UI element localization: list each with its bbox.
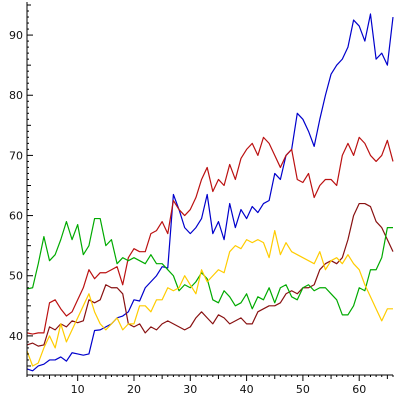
series-line-2 [26,136,394,335]
series-line-4 [26,217,393,316]
x-tick-label: 50 [296,383,310,396]
y-tick-label: 70 [9,149,23,162]
y-tick-label: 80 [9,89,23,102]
y-tick-label: 60 [9,210,23,223]
y-tick-label: 50 [9,270,23,283]
series-line-3 [26,202,394,347]
x-tick-label: 30 [183,383,197,396]
series-line-5 [26,230,393,367]
axis-layer [26,2,393,376]
series-line-1 [26,13,394,372]
x-axis-ticks: 10 20 30 40 50 60 [26,375,394,396]
y-tick-label: 90 [9,29,23,42]
y-axis-ticks: 40 50 60 70 80 90 [9,4,33,367]
series-layer [26,13,394,372]
x-tick-label: 40 [240,383,254,396]
x-tick-label: 10 [71,383,85,396]
x-tick-label: 60 [352,383,366,396]
x-tick-label: 20 [127,383,141,396]
y-tick-label: 40 [9,330,23,343]
